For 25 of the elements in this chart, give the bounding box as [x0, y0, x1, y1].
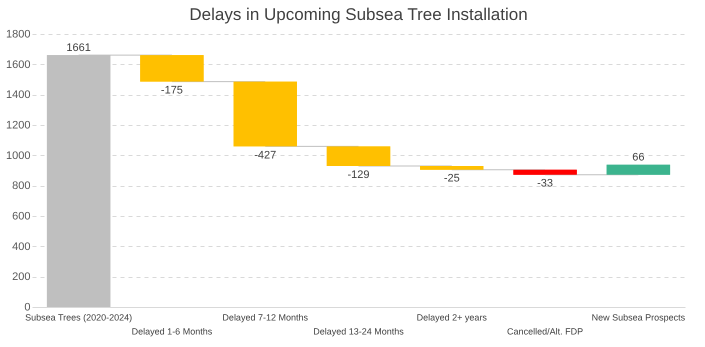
y-tick-label: 200	[12, 271, 30, 284]
x-tick-label: Delayed 13-24 Months	[313, 326, 404, 336]
y-tick-label: 1000	[6, 150, 30, 162]
y-tick-label: 1400	[6, 89, 30, 102]
data-label: -25	[444, 172, 460, 185]
y-tick-label: 800	[12, 180, 30, 192]
x-tick-label: Subsea Trees (2020-2024)	[25, 312, 132, 322]
x-tick-label: Delayed 2+ years	[416, 312, 488, 322]
data-label: 1661	[66, 42, 91, 54]
x-tick-label: Delayed 7-12 Months	[222, 312, 308, 322]
x-tick-label: Delayed 1-6 Months	[132, 326, 213, 336]
y-tick-label: 400	[12, 240, 30, 253]
data-label: -175	[160, 84, 183, 97]
y-tick-label: 0	[24, 302, 30, 314]
x-tick-label: Cancelled/Alt. FDP	[507, 326, 584, 336]
y-tick-label: 1600	[6, 58, 30, 71]
x-tick-label: New Subsea Prospects	[592, 312, 686, 322]
y-tick-label: 1800	[6, 28, 30, 40]
data-label: -33	[537, 178, 554, 190]
data-label: 66	[632, 152, 644, 164]
y-tick-label: 600	[12, 210, 30, 222]
y-tick-label: 1200	[6, 120, 30, 132]
chart-title: Delays in Upcoming Subsea Tree Installation	[189, 5, 528, 24]
data-label: -427	[254, 149, 276, 162]
data-label: -129	[347, 168, 370, 181]
